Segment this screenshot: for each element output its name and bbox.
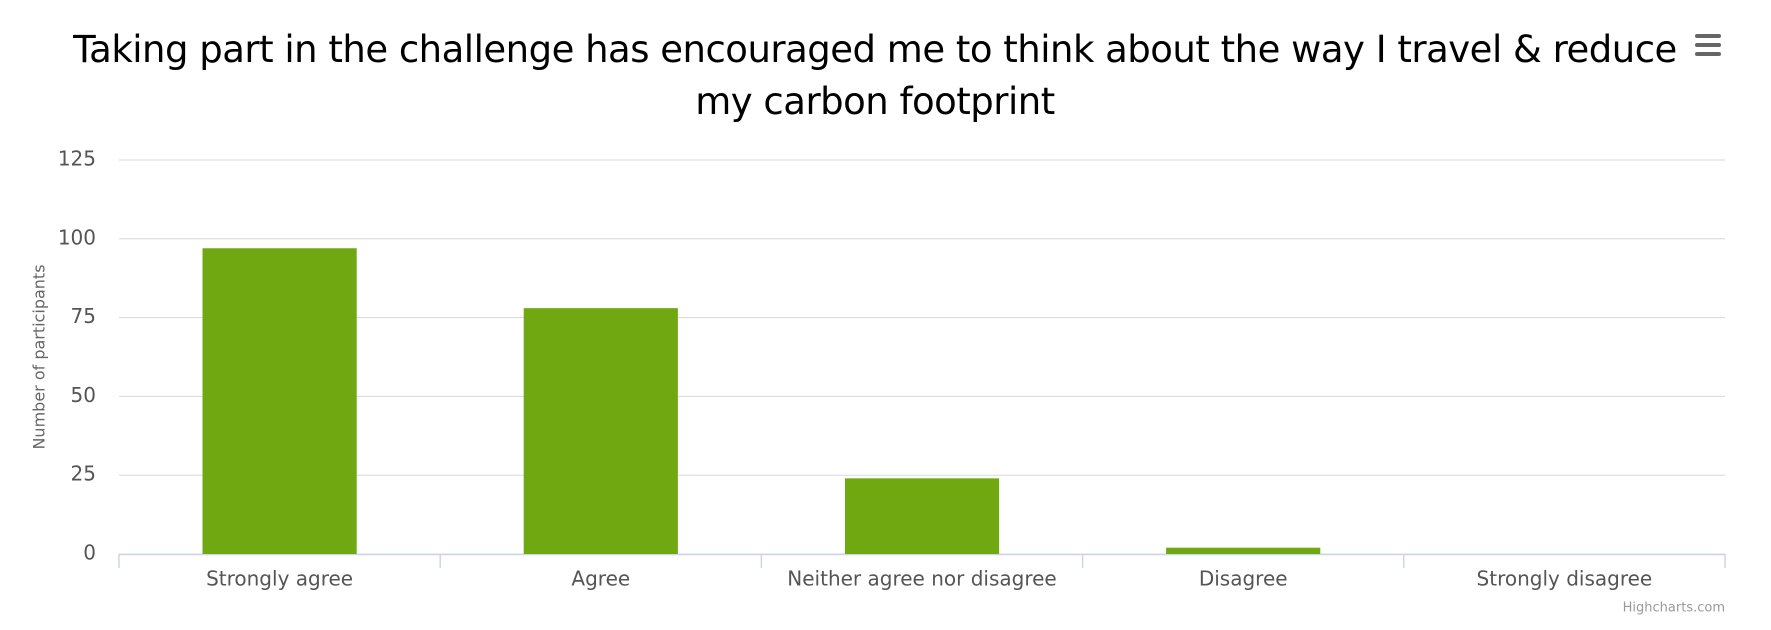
y-tick-label: 25	[71, 462, 96, 486]
x-tick-label: Agree	[571, 567, 630, 591]
x-tick-label: Strongly agree	[206, 567, 353, 591]
y-tick-label: 100	[58, 225, 96, 249]
y-tick-label: 125	[58, 147, 96, 171]
y-axis-label: Number of participants	[30, 264, 49, 449]
menu-icon[interactable]	[1695, 34, 1721, 56]
y-tick-label: 75	[71, 304, 96, 328]
y-tick-label: 50	[71, 383, 96, 407]
credits: Highcharts.com	[1623, 601, 1725, 616]
chart-title: Taking part in the challenge has encoura…	[73, 28, 1677, 123]
y-tick-label: 0	[83, 541, 96, 565]
bar	[844, 478, 1000, 554]
bar	[523, 308, 678, 554]
x-tick-label: Neither agree nor disagree	[787, 567, 1056, 591]
bar	[1166, 547, 1321, 554]
bar	[202, 248, 357, 555]
x-tick-label: Disagree	[1199, 567, 1288, 591]
x-tick-label: Strongly disagree	[1477, 567, 1653, 591]
